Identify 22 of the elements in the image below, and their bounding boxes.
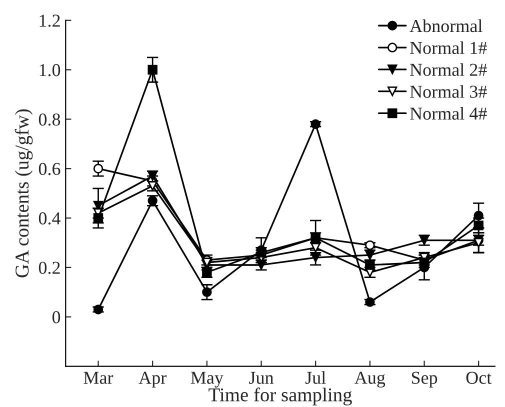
x-tick-label: May <box>190 372 224 388</box>
y-tick-label: 0.2 <box>38 262 60 274</box>
x-tick-label: Apr <box>138 372 166 388</box>
legend-label: Abnormal <box>410 19 482 32</box>
x-axis-title: Time for sampling <box>208 388 352 406</box>
y-axis-title: GA contents (ug/gfw) <box>14 109 33 278</box>
x-tick-label: Sep <box>412 372 438 388</box>
y-tick-label: 0.4 <box>38 212 61 225</box>
legend-label: Normal 1# <box>410 41 487 54</box>
legend-label: Normal 4# <box>410 107 487 120</box>
x-tick-label: Oct <box>466 372 492 384</box>
x-tick-label: Jul <box>305 371 326 384</box>
y-tick-label: 0.6 <box>38 162 60 176</box>
y-tick-label: 0.8 <box>38 113 60 126</box>
legend-label: Normal 2# <box>410 63 487 76</box>
y-tick-label: 1.0 <box>40 64 60 76</box>
x-tick-label: Aug <box>354 372 386 388</box>
legend-label: Normal 3# <box>410 85 487 98</box>
y-tick-label: 1.2 <box>40 14 60 27</box>
y-tick-label: 0 <box>52 311 60 324</box>
x-tick-label: Jun <box>249 372 274 384</box>
x-tick-label: Mar <box>84 372 114 384</box>
